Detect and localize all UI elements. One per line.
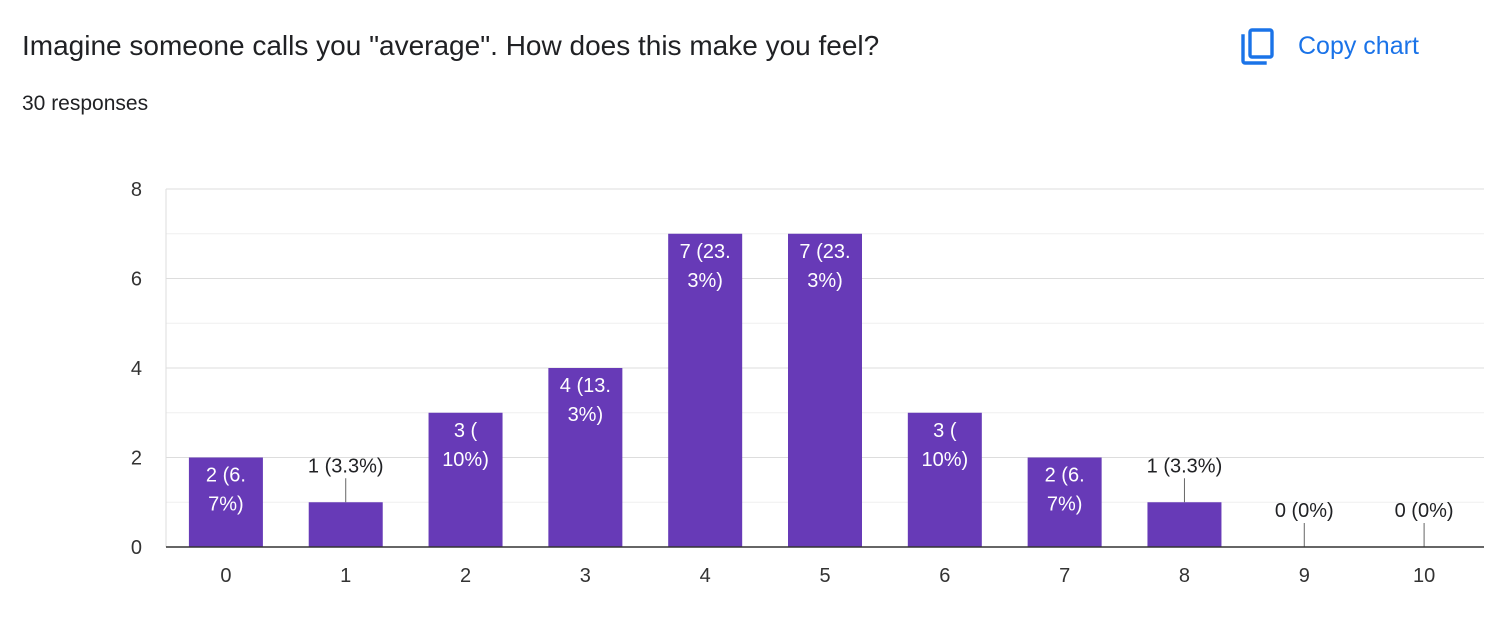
y-tick-label: 6 (131, 269, 142, 291)
data-label: 10%) (921, 449, 968, 471)
bar (188, 457, 263, 547)
bar (1147, 502, 1222, 547)
x-tick-label: 3 (580, 565, 591, 587)
x-tick-label: 10 (1413, 565, 1435, 587)
response-count: 30 responses (22, 92, 149, 115)
data-label: 7%) (208, 494, 244, 516)
bar (308, 502, 383, 547)
copy-chart-label: Copy chart (1298, 31, 1419, 60)
chart-question-title: Imagine someone calls you "average". How… (22, 30, 880, 61)
data-label: 3%) (687, 270, 723, 292)
data-label: 10%) (442, 449, 489, 471)
x-tick-label: 6 (939, 565, 950, 587)
bar (1027, 457, 1102, 547)
x-tick-label: 8 (1179, 565, 1190, 587)
data-label: 2 (6. (1045, 465, 1085, 487)
x-tick-label: 5 (819, 565, 830, 587)
data-label: 7%) (1047, 494, 1083, 516)
data-label: 0 (0%) (1395, 500, 1454, 522)
data-label: 3 ( (933, 420, 957, 442)
copy-icon (1240, 27, 1276, 65)
y-tick-label: 4 (131, 358, 142, 380)
bar (907, 412, 982, 547)
y-tick-label: 0 (131, 537, 142, 559)
y-tick-label: 8 (131, 179, 142, 201)
bar (428, 412, 503, 547)
data-label: 2 (6. (206, 465, 246, 487)
data-label: 7 (23. (799, 241, 850, 263)
data-label: 3%) (807, 270, 843, 292)
data-label: 3%) (568, 404, 604, 426)
bar (668, 233, 743, 547)
x-tick-label: 1 (340, 565, 351, 587)
bar (548, 368, 623, 547)
y-tick-label: 2 (131, 448, 142, 470)
x-tick-label: 2 (460, 565, 471, 587)
data-label: 1 (3.3%) (1147, 455, 1223, 477)
x-tick-label: 0 (220, 565, 231, 587)
data-label: 3 ( (454, 420, 478, 442)
data-label: 4 (13. (560, 375, 611, 397)
data-label: 7 (23. (680, 241, 731, 263)
bar (788, 233, 862, 547)
x-tick-label: 4 (700, 565, 711, 587)
data-label: 1 (3.3%) (308, 455, 384, 477)
x-tick-label: 7 (1059, 565, 1070, 587)
x-tick-label: 9 (1299, 565, 1310, 587)
data-label: 0 (0%) (1275, 500, 1334, 522)
copy-chart-button[interactable]: Copy chart (1240, 24, 1419, 68)
